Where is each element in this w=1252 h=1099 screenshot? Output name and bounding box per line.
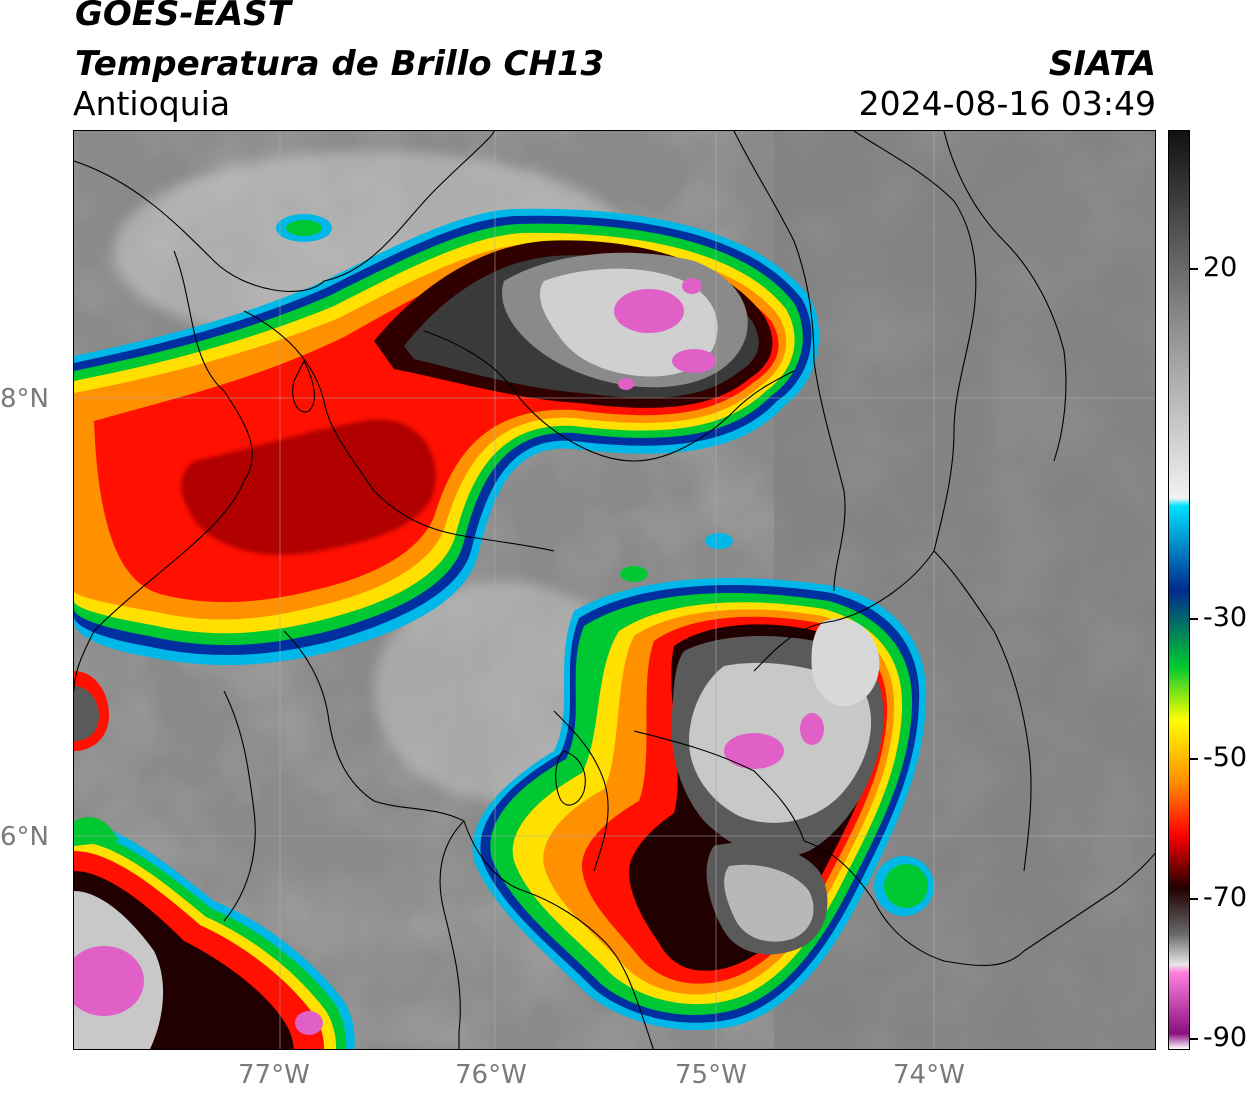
gridlines bbox=[74, 131, 1155, 1049]
colorbar-tick bbox=[1190, 758, 1198, 760]
northern-storm-complex bbox=[74, 208, 820, 666]
lon-label-75w: 75°W bbox=[675, 1060, 747, 1090]
product-title: Temperatura de Brillo CH13 bbox=[75, 44, 605, 84]
colorbar-label-minus70: -70 bbox=[1203, 882, 1248, 913]
colorbar-tick bbox=[1190, 1038, 1198, 1040]
lon-label-76w: 76°W bbox=[455, 1060, 527, 1090]
lat-label-6n: 6°N bbox=[0, 822, 49, 852]
colorbar-tick bbox=[1190, 898, 1198, 900]
region-label: Antioquia bbox=[73, 84, 231, 123]
timestamp-label: 2024-08-16 03:49 bbox=[858, 84, 1156, 123]
central-storm-complex bbox=[472, 578, 927, 1031]
organization-label: SIATA bbox=[1048, 44, 1156, 84]
temperature-colorbar bbox=[1168, 130, 1190, 1050]
satellite-map[interactable] bbox=[73, 130, 1156, 1050]
lon-label-77w: 77°W bbox=[238, 1060, 310, 1090]
lon-label-74w: 74°W bbox=[893, 1060, 965, 1090]
colorbar-tick bbox=[1190, 268, 1198, 270]
coldest-cloud-top bbox=[614, 289, 684, 333]
satellite-title: GOES-EAST bbox=[75, 0, 291, 34]
lat-label-8n: 8°N bbox=[0, 384, 49, 414]
colorbar-tick bbox=[1190, 618, 1198, 620]
colorbar-label-minus50: -50 bbox=[1203, 742, 1248, 773]
colorbar-label-minus90: -90 bbox=[1203, 1022, 1248, 1053]
colorbar-label-minus30: -30 bbox=[1203, 602, 1248, 633]
colorbar-label-20: 20 bbox=[1203, 252, 1238, 283]
southwest-storm-cell bbox=[74, 671, 355, 1049]
administrative-borders bbox=[74, 131, 1155, 1049]
